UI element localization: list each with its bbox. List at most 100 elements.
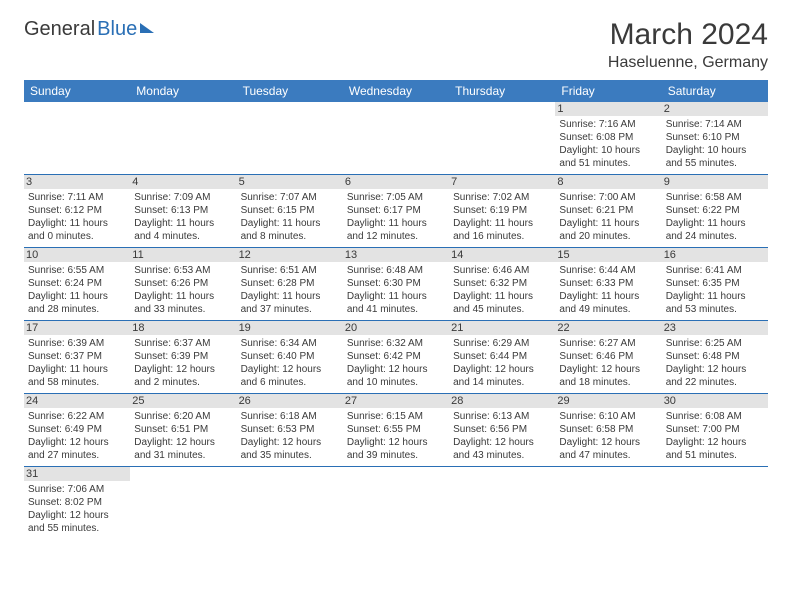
sunrise-text: Sunrise: 7:02 AM [453, 191, 551, 204]
daylight-text: and 33 minutes. [134, 303, 232, 316]
day-number: 20 [343, 321, 449, 335]
daylight-text: and 27 minutes. [28, 449, 126, 462]
sunset-text: Sunset: 6:30 PM [347, 277, 445, 290]
day-number: 26 [237, 394, 343, 408]
sunrise-text: Sunrise: 6:46 AM [453, 264, 551, 277]
day-header: Saturday [662, 80, 768, 102]
day-number: 12 [237, 248, 343, 262]
day-header: Tuesday [237, 80, 343, 102]
sunrise-text: Sunrise: 7:14 AM [666, 118, 764, 131]
daylight-text: and 18 minutes. [559, 376, 657, 389]
daylight-text: and 39 minutes. [347, 449, 445, 462]
day-number: 6 [343, 175, 449, 189]
sunset-text: Sunset: 7:00 PM [666, 423, 764, 436]
sunrise-text: Sunrise: 6:25 AM [666, 337, 764, 350]
daylight-text: Daylight: 12 hours [453, 436, 551, 449]
calendar-day-cell: 14Sunrise: 6:46 AMSunset: 6:32 PMDayligh… [449, 248, 555, 321]
sunrise-text: Sunrise: 6:51 AM [241, 264, 339, 277]
daylight-text: Daylight: 12 hours [453, 363, 551, 376]
sunset-text: Sunset: 6:44 PM [453, 350, 551, 363]
day-number: 8 [555, 175, 661, 189]
calendar-day-cell: 2Sunrise: 7:14 AMSunset: 6:10 PMDaylight… [662, 102, 768, 175]
sunset-text: Sunset: 6:35 PM [666, 277, 764, 290]
sunset-text: Sunset: 6:55 PM [347, 423, 445, 436]
daylight-text: Daylight: 11 hours [453, 217, 551, 230]
sunrise-text: Sunrise: 6:22 AM [28, 410, 126, 423]
header: GeneralBlue March 2024 Haseluenne, Germa… [24, 18, 768, 72]
calendar-day-cell [449, 467, 555, 540]
day-number: 4 [130, 175, 236, 189]
calendar-week-row: 17Sunrise: 6:39 AMSunset: 6:37 PMDayligh… [24, 321, 768, 394]
daylight-text: and 24 minutes. [666, 230, 764, 243]
calendar-day-cell: 1Sunrise: 7:16 AMSunset: 6:08 PMDaylight… [555, 102, 661, 175]
sunset-text: Sunset: 6:58 PM [559, 423, 657, 436]
day-number: 19 [237, 321, 343, 335]
daylight-text: and 43 minutes. [453, 449, 551, 462]
daylight-text: Daylight: 11 hours [241, 217, 339, 230]
daylight-text: Daylight: 11 hours [347, 290, 445, 303]
day-number: 10 [24, 248, 130, 262]
sunrise-text: Sunrise: 6:39 AM [28, 337, 126, 350]
day-number: 9 [662, 175, 768, 189]
day-number: 30 [662, 394, 768, 408]
calendar-day-cell [449, 102, 555, 175]
day-number: 14 [449, 248, 555, 262]
calendar-day-cell: 5Sunrise: 7:07 AMSunset: 6:15 PMDaylight… [237, 175, 343, 248]
calendar-day-cell: 20Sunrise: 6:32 AMSunset: 6:42 PMDayligh… [343, 321, 449, 394]
calendar-day-cell: 19Sunrise: 6:34 AMSunset: 6:40 PMDayligh… [237, 321, 343, 394]
calendar-table: SundayMondayTuesdayWednesdayThursdayFrid… [24, 80, 768, 539]
sunset-text: Sunset: 6:15 PM [241, 204, 339, 217]
calendar-day-cell: 25Sunrise: 6:20 AMSunset: 6:51 PMDayligh… [130, 394, 236, 467]
sunset-text: Sunset: 6:32 PM [453, 277, 551, 290]
day-number: 11 [130, 248, 236, 262]
daylight-text: Daylight: 12 hours [666, 436, 764, 449]
calendar-day-cell: 9Sunrise: 6:58 AMSunset: 6:22 PMDaylight… [662, 175, 768, 248]
day-header: Monday [130, 80, 236, 102]
sunrise-text: Sunrise: 7:16 AM [559, 118, 657, 131]
daylight-text: and 51 minutes. [666, 449, 764, 462]
day-number: 17 [24, 321, 130, 335]
sunset-text: Sunset: 8:02 PM [28, 496, 126, 509]
calendar-day-cell [24, 102, 130, 175]
calendar-day-cell: 26Sunrise: 6:18 AMSunset: 6:53 PMDayligh… [237, 394, 343, 467]
daylight-text: and 49 minutes. [559, 303, 657, 316]
sunrise-text: Sunrise: 6:53 AM [134, 264, 232, 277]
daylight-text: Daylight: 12 hours [134, 363, 232, 376]
calendar-week-row: 24Sunrise: 6:22 AMSunset: 6:49 PMDayligh… [24, 394, 768, 467]
sunrise-text: Sunrise: 6:58 AM [666, 191, 764, 204]
daylight-text: and 51 minutes. [559, 157, 657, 170]
calendar-day-cell: 30Sunrise: 6:08 AMSunset: 7:00 PMDayligh… [662, 394, 768, 467]
daylight-text: and 55 minutes. [28, 522, 126, 535]
sunrise-text: Sunrise: 6:18 AM [241, 410, 339, 423]
sunset-text: Sunset: 6:19 PM [453, 204, 551, 217]
day-number: 24 [24, 394, 130, 408]
day-number: 21 [449, 321, 555, 335]
day-header: Friday [555, 80, 661, 102]
daylight-text: Daylight: 11 hours [134, 290, 232, 303]
day-number: 2 [662, 102, 768, 116]
daylight-text: and 2 minutes. [134, 376, 232, 389]
day-number: 15 [555, 248, 661, 262]
sunset-text: Sunset: 6:17 PM [347, 204, 445, 217]
daylight-text: Daylight: 10 hours [559, 144, 657, 157]
calendar-week-row: 10Sunrise: 6:55 AMSunset: 6:24 PMDayligh… [24, 248, 768, 321]
daylight-text: and 12 minutes. [347, 230, 445, 243]
sunset-text: Sunset: 6:13 PM [134, 204, 232, 217]
sunrise-text: Sunrise: 7:07 AM [241, 191, 339, 204]
logo-text-blue: Blue [97, 18, 137, 41]
day-number: 25 [130, 394, 236, 408]
daylight-text: and 58 minutes. [28, 376, 126, 389]
logo-flag-icon [140, 23, 154, 33]
calendar-day-cell: 12Sunrise: 6:51 AMSunset: 6:28 PMDayligh… [237, 248, 343, 321]
calendar-day-cell: 8Sunrise: 7:00 AMSunset: 6:21 PMDaylight… [555, 175, 661, 248]
daylight-text: and 45 minutes. [453, 303, 551, 316]
calendar-day-cell [237, 467, 343, 540]
calendar-day-cell: 15Sunrise: 6:44 AMSunset: 6:33 PMDayligh… [555, 248, 661, 321]
calendar-day-cell [130, 467, 236, 540]
calendar-day-cell: 24Sunrise: 6:22 AMSunset: 6:49 PMDayligh… [24, 394, 130, 467]
calendar-day-cell [237, 102, 343, 175]
daylight-text: Daylight: 12 hours [666, 363, 764, 376]
daylight-text: Daylight: 11 hours [241, 290, 339, 303]
calendar-day-cell: 21Sunrise: 6:29 AMSunset: 6:44 PMDayligh… [449, 321, 555, 394]
day-number: 18 [130, 321, 236, 335]
